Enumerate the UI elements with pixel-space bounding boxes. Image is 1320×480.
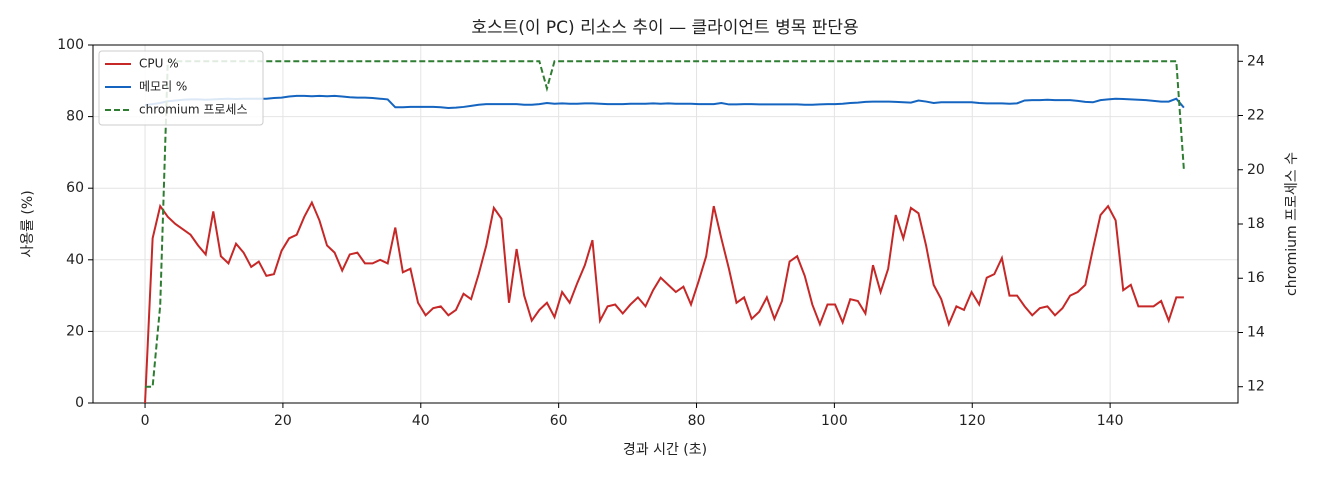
x-tick-label: 0	[141, 413, 150, 429]
y-tick-label: 60	[66, 180, 84, 196]
x-tick-label: 40	[412, 413, 430, 429]
y2-tick-label: 12	[1247, 379, 1265, 395]
series-line	[144, 200, 1184, 404]
x-tick-label: 120	[959, 413, 986, 429]
y2-axis-label: chromium 프로세스 수	[1284, 152, 1300, 296]
x-tick-label: 60	[550, 413, 568, 429]
legend-label: CPU %	[139, 57, 179, 71]
y2-tick-label: 20	[1247, 162, 1265, 178]
y2-tick-label: 24	[1247, 53, 1265, 69]
y-tick-label: 20	[66, 323, 84, 339]
chart-title: 호스트(이 PC) 리소스 추이 — 클라이언트 병목 판단용	[471, 18, 858, 38]
legend-label: chromium 프로세스	[139, 103, 248, 117]
legend-label: 메모리 %	[139, 80, 187, 94]
plot-frame	[92, 44, 1239, 404]
y-tick-label: 100	[57, 37, 84, 53]
x-tick-label: 80	[688, 413, 706, 429]
legend-box	[98, 50, 264, 126]
x-tick-label: 20	[274, 413, 292, 429]
y2-tick-label: 22	[1247, 108, 1265, 124]
x-tick-label: 100	[821, 413, 848, 429]
legend: CPU % 메모리 % chromium 프로세스	[98, 50, 264, 126]
series-line	[145, 60, 1185, 388]
y-tick-label: 0	[75, 395, 84, 411]
y2-tick-label: 14	[1247, 324, 1265, 340]
y2-tick-label: 18	[1247, 216, 1265, 232]
y-axis-label: 사용률 (%)	[20, 190, 36, 257]
x-tick-label: 140	[1097, 413, 1124, 429]
series-line	[144, 94, 1185, 110]
y-tick-label: 80	[66, 109, 84, 125]
y2-tick-label: 16	[1247, 270, 1265, 286]
x-axis-label: 경과 시간 (초)	[623, 442, 707, 458]
y-tick-label: 40	[66, 252, 84, 268]
